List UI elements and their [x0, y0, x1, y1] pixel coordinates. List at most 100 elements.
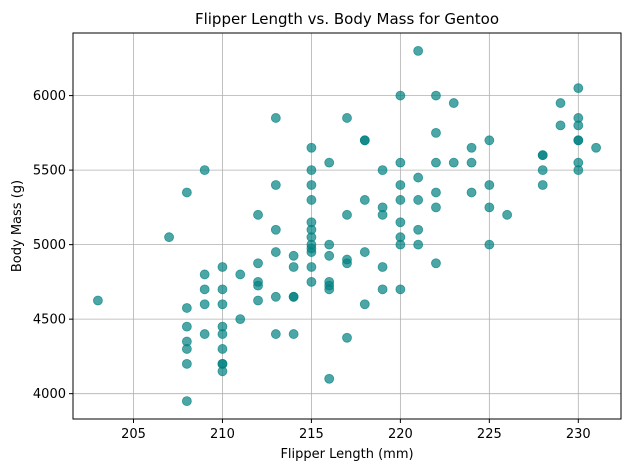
data-point: [270, 247, 281, 257]
y-tick-label: 6000: [33, 89, 66, 104]
data-point: [395, 90, 406, 101]
data-point: [359, 135, 370, 146]
data-point: [377, 165, 388, 176]
data-point: [93, 295, 103, 306]
data-point: [359, 299, 370, 310]
data-point: [431, 157, 441, 168]
data-point: [270, 224, 281, 235]
data-point: [253, 258, 263, 269]
data-point: [199, 284, 210, 295]
x-tick-label: 210: [210, 427, 235, 442]
y-axis-ticks: 4000 4500 5000 5500 6000: [33, 89, 73, 402]
data-point: [395, 217, 406, 228]
grid-lines: [73, 33, 621, 419]
data-point: [324, 250, 335, 261]
data-point: [306, 165, 317, 176]
data-point: [324, 157, 335, 168]
data-point: [288, 291, 299, 302]
data-point: [270, 113, 281, 123]
data-point: [431, 202, 441, 213]
y-tick-label: 4500: [33, 313, 66, 328]
data-point: [484, 180, 495, 190]
data-point: [181, 321, 192, 332]
data-point: [484, 239, 495, 250]
y-tick-label: 4000: [33, 387, 66, 402]
data-point: [324, 373, 335, 384]
data-point: [395, 180, 406, 190]
data-point: [217, 284, 228, 295]
data-point: [413, 224, 424, 235]
data-point: [555, 98, 566, 108]
data-point: [537, 180, 548, 190]
data-point: [431, 90, 441, 101]
data-point: [181, 187, 192, 198]
chart-title: Flipper Length vs. Body Mass for Gentoo: [195, 10, 499, 28]
y-tick-label: 5500: [33, 164, 66, 179]
data-point: [431, 127, 441, 138]
data-point: [181, 344, 192, 354]
data-point: [395, 284, 406, 295]
data-point: [288, 329, 299, 339]
data-point: [573, 83, 584, 94]
data-point: [484, 202, 495, 213]
data-point: [395, 195, 406, 205]
data-point: [591, 142, 601, 153]
data-point: [395, 157, 406, 168]
data-point: [342, 332, 352, 343]
data-point: [306, 180, 317, 190]
data-point: [199, 165, 210, 176]
plot-frame: [72, 32, 622, 420]
data-point: [181, 303, 192, 313]
data-point: [484, 135, 495, 146]
data-point: [342, 258, 352, 269]
data-point: [217, 344, 228, 354]
data-point: [413, 239, 424, 250]
data-point: [253, 280, 263, 291]
data-point: [235, 269, 246, 280]
data-point: [502, 209, 513, 220]
data-point: [448, 157, 459, 168]
data-point: [448, 98, 459, 108]
x-tick-label: 225: [477, 427, 502, 442]
data-point: [342, 113, 352, 123]
data-point: [270, 329, 281, 339]
data-point: [306, 195, 317, 205]
data-point: [413, 172, 424, 183]
y-tick-label: 5000: [33, 238, 66, 253]
data-point: [306, 142, 317, 153]
x-axis-ticks: 205 210 215 220 225 230: [121, 419, 591, 442]
y-axis-label: Body Mass (g): [10, 180, 25, 272]
data-point: [342, 209, 352, 220]
x-tick-label: 230: [566, 427, 591, 442]
data-point: [573, 120, 584, 131]
data-point: [537, 165, 548, 176]
data-point: [199, 299, 210, 310]
data-point: [217, 262, 228, 272]
data-point: [217, 329, 228, 339]
data-point: [253, 209, 263, 220]
data-point: [288, 262, 299, 272]
data-point: [181, 358, 192, 369]
data-point: [324, 239, 335, 250]
x-tick-label: 205: [121, 427, 146, 442]
data-point: [270, 180, 281, 190]
data-point: [359, 247, 370, 257]
data-point: [164, 232, 174, 243]
data-point: [217, 299, 228, 310]
data-point: [395, 239, 406, 250]
data-point: [359, 195, 370, 205]
x-tick-label: 220: [388, 427, 413, 442]
data-point: [431, 187, 441, 198]
data-point: [199, 269, 210, 280]
data-point: [413, 195, 424, 205]
data-points: [93, 45, 601, 407]
data-point: [270, 291, 281, 302]
data-point: [555, 120, 566, 131]
data-point: [377, 262, 388, 272]
x-axis-label: Flipper Length (mm): [280, 447, 413, 462]
data-point: [288, 250, 299, 261]
data-point: [306, 276, 317, 287]
data-point: [199, 329, 210, 339]
data-point: [466, 187, 477, 198]
